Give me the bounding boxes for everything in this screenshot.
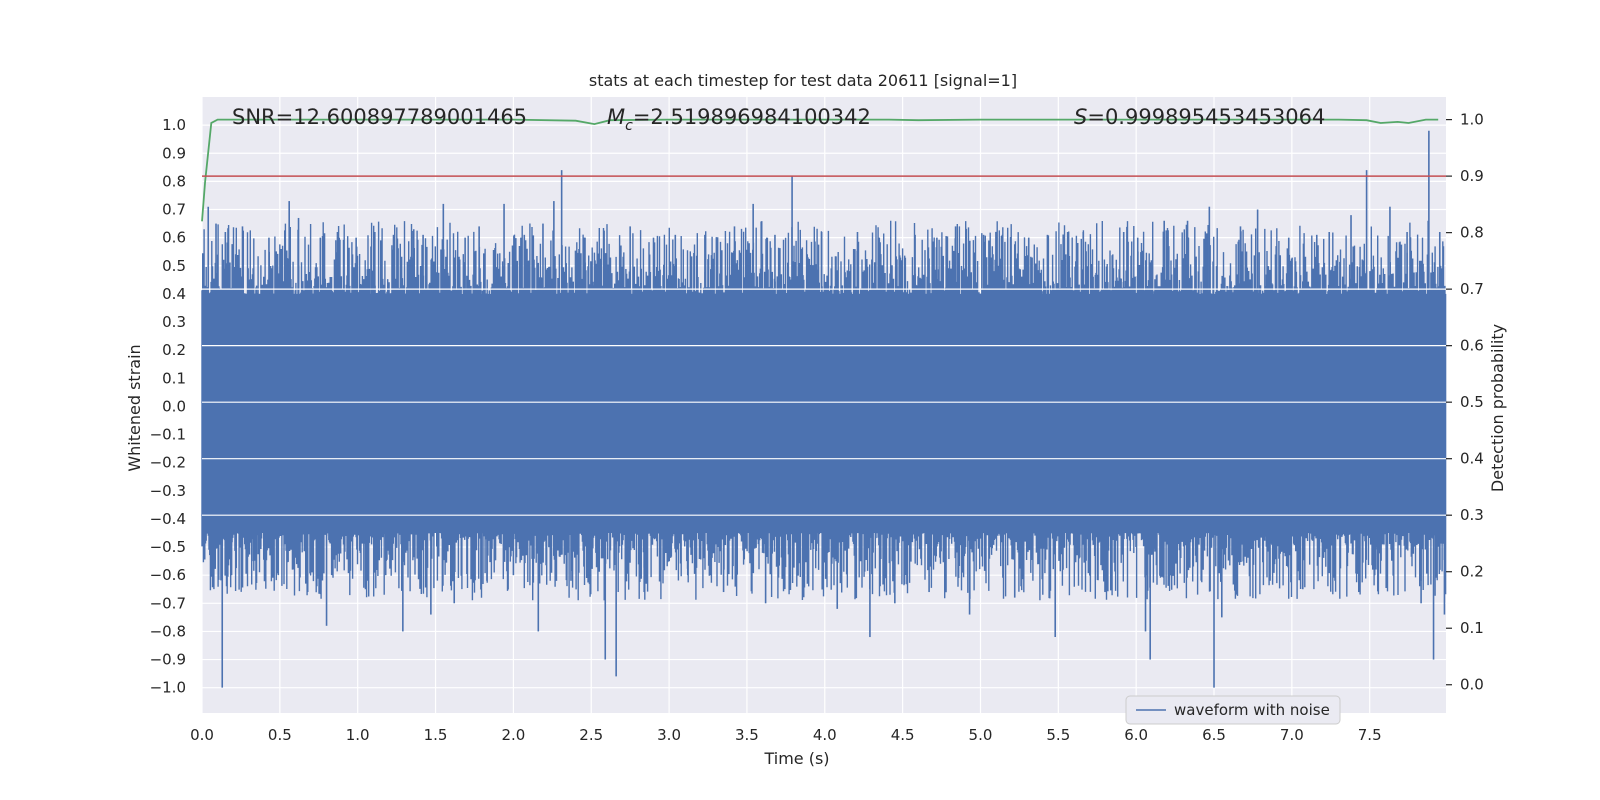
y-tick-label: −0.3 (150, 482, 186, 500)
x-tick-label: 4.5 (891, 726, 915, 744)
y2-tick-label: 0.3 (1460, 506, 1484, 524)
y-tick-label: −1.0 (150, 679, 186, 697)
x-tick-label: 7.0 (1280, 726, 1304, 744)
y-axis-label: Whitened strain (125, 344, 144, 471)
x-tick-label: 1.5 (424, 726, 448, 744)
y-tick-label: −0.7 (150, 594, 186, 612)
y-tick-label: −0.5 (150, 538, 186, 556)
x-tick-label: 2.5 (579, 726, 603, 744)
x-tick-label: 2.0 (501, 726, 525, 744)
y2-tick-label: 0.9 (1460, 167, 1484, 185)
y-tick-label: −0.2 (150, 454, 186, 472)
y-tick-label: 0.6 (162, 229, 186, 247)
score-symbol: S (1074, 105, 1087, 129)
y-tick-label: 0.2 (162, 341, 186, 359)
y-tick-label: −0.6 (150, 566, 186, 584)
y-tick-label: −0.9 (150, 651, 186, 669)
y2-tick-label: 0.1 (1460, 619, 1484, 637)
chirp-mass-subscript: c (625, 118, 633, 134)
x-tick-label: 0.0 (190, 726, 214, 744)
legend-label-waveform: waveform with noise (1174, 701, 1330, 719)
y2-tick-label: 0.0 (1460, 676, 1484, 694)
y2-tick-label: 0.4 (1460, 450, 1484, 468)
y-tick-label: −0.8 (150, 622, 186, 640)
x-tick-label: 6.0 (1124, 726, 1148, 744)
chart-title: stats at each timestep for test data 206… (589, 71, 1017, 90)
y-tick-label: 0.3 (162, 313, 186, 331)
x-tick-label: 3.0 (657, 726, 681, 744)
chirp-mass-symbol: M (607, 105, 625, 129)
y-tick-label: 0.0 (162, 397, 186, 415)
y2-tick-label: 0.7 (1460, 280, 1484, 298)
y-tick-label: −0.4 (150, 510, 186, 528)
y-tick-label: 1.0 (162, 116, 186, 134)
chirp-mass-annotation: Mc=2.519896984100342 (607, 105, 871, 134)
y-axis-left: 1.0 0.9 0.8 0.7 0.6 0.5 0.4 0.3 0.2 0.1 0.0 −0.1 −0.… (150, 116, 186, 697)
x-tick-label: 6.5 (1202, 726, 1226, 744)
legend: waveform with noise (1125, 695, 1341, 725)
y-axis-right: 1.0 0.9 0.8 0.7 0.6 0.5 0.4 0.3 0.2 0.1 0.0 (1446, 111, 1484, 694)
score-annotation: S=0.999895453453064 (1074, 105, 1325, 129)
y2-tick-label: 1.0 (1460, 111, 1484, 129)
y-tick-label: 0.1 (162, 369, 186, 387)
x-tick-label: 0.5 (268, 726, 292, 744)
y2-axis-label: Detection probability (1488, 324, 1507, 492)
y2-tick-label: 0.6 (1460, 337, 1484, 355)
score-value: =0.999895453453064 (1087, 105, 1325, 129)
y-tick-label: 0.7 (162, 201, 186, 219)
y2-tick-label: 0.2 (1460, 563, 1484, 581)
legend-box (1125, 695, 1341, 725)
probability-line (201, 118, 1439, 222)
y-tick-label: 0.4 (162, 285, 186, 303)
snr-annotation: SNR=12.600897789001465 (232, 105, 527, 129)
x-tick-label: 4.0 (813, 726, 837, 744)
chirp-mass-value: =2.519896984100342 (633, 105, 871, 129)
probability-series (201, 118, 1439, 222)
x-tick-label: 7.5 (1358, 726, 1382, 744)
x-axis: 0.0 0.5 1.0 1.5 2.0 2.5 3.0 3.5 4.0 4.5 5.0 5.5 6.0 6… (190, 726, 1382, 744)
y-tick-label: 0.5 (162, 257, 186, 275)
x-tick-label: 1.0 (346, 726, 370, 744)
y2-tick-label: 0.5 (1460, 393, 1484, 411)
waveform-noise (201, 220, 1447, 601)
y-tick-label: −0.1 (150, 426, 186, 444)
x-tick-label: 5.5 (1046, 726, 1070, 744)
y2-tick-label: 0.8 (1460, 224, 1484, 242)
x-tick-label: 5.0 (969, 726, 993, 744)
y-tick-label: 0.8 (162, 172, 186, 190)
waveform-series (201, 130, 1447, 688)
x-axis-label: Time (s) (763, 749, 829, 768)
x-tick-label: 3.5 (735, 726, 759, 744)
y-tick-label: 0.9 (162, 144, 186, 162)
